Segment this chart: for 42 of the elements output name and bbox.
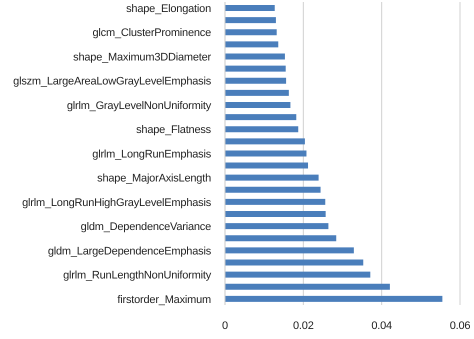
bar <box>225 247 354 254</box>
bar <box>225 126 298 132</box>
x-tick-label: 0.06 <box>450 320 470 332</box>
bar <box>225 162 308 169</box>
bar <box>225 235 336 242</box>
bar <box>225 211 326 218</box>
bar <box>225 138 305 144</box>
y-tick-label: gldm_LargeDependenceEmphasis <box>48 245 212 258</box>
x-tick-label: 0.04 <box>371 320 392 332</box>
bar <box>225 284 390 290</box>
bar <box>225 78 286 84</box>
bar <box>225 41 278 48</box>
y-tick-label: shape_Elongation <box>126 2 212 15</box>
y-tick-label: glrlm_LongRunHighGrayLevelEmphasis <box>22 196 212 209</box>
bar <box>225 17 276 24</box>
bar <box>225 66 286 72</box>
bar <box>225 296 442 302</box>
bar <box>225 29 277 36</box>
y-tick-label: glrlm_GrayLevelNonUniformity <box>66 100 212 112</box>
bar <box>225 150 306 156</box>
y-tick-label: firstorder_Maximum <box>117 294 212 306</box>
bar <box>225 114 296 120</box>
y-tick-label: shape_MajorAxisLength <box>97 172 212 185</box>
bar <box>225 260 364 266</box>
y-tick-label: glrlm_RunLengthNonUniformity <box>63 270 212 282</box>
bar <box>225 186 321 193</box>
bar <box>225 90 289 96</box>
bar <box>225 223 328 230</box>
bar <box>225 272 370 278</box>
bar <box>225 102 290 108</box>
bar <box>225 198 326 205</box>
y-tick-label: gldm_DependenceVariance <box>80 221 212 234</box>
y-tick-label: shape_Maximum3DDiameter <box>73 51 212 64</box>
x-tick-label: 0 <box>222 320 228 332</box>
bar <box>225 5 275 11</box>
x-tick-label: 0.02 <box>293 320 314 332</box>
y-tick-label: glcm_ClusterProminence <box>92 27 212 40</box>
bar <box>225 174 319 181</box>
bar <box>225 53 285 60</box>
y-tick-label: shape_Flatness <box>136 124 212 136</box>
y-tick-label: glszm_LargeAreaLowGrayLevelEmphasis <box>13 76 212 88</box>
y-tick-label: glrlm_LongRunEmphasis <box>92 148 212 160</box>
